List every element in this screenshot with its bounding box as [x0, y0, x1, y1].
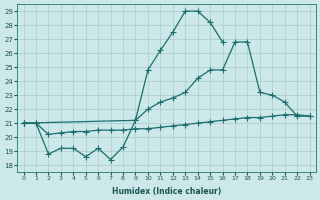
X-axis label: Humidex (Indice chaleur): Humidex (Indice chaleur) [112, 187, 221, 196]
